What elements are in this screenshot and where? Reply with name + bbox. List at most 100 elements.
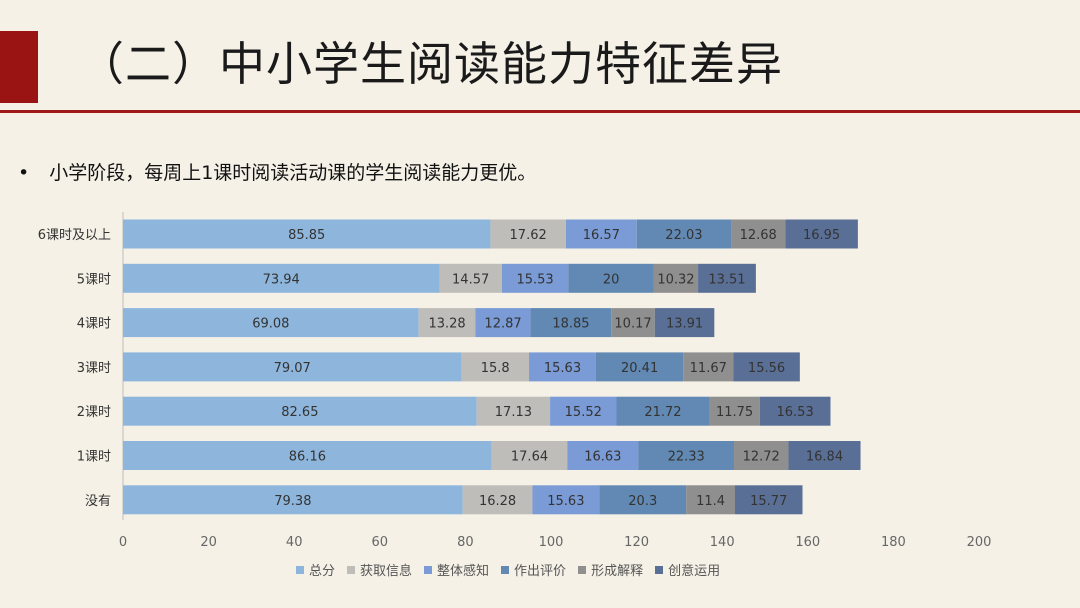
legend-item-2: 整体感知 (424, 560, 489, 579)
data-label-4-2: 15.52 (565, 405, 602, 420)
bar-segment-6-1 (462, 485, 533, 515)
bar-segment-5-0 (123, 441, 492, 470)
legend-item-5: 创意运用 (655, 560, 720, 579)
x-tick-label-5: 100 (539, 535, 564, 550)
legend-label-1: 获取信息 (360, 564, 413, 579)
bar-segment-4-5 (759, 396, 831, 426)
data-label-4-3: 21.72 (644, 405, 681, 420)
x-tick-label-0: 0 (119, 535, 127, 550)
bar-segment-0-1 (490, 219, 566, 249)
x-tick-label-3: 60 (372, 535, 389, 550)
bar-segment-1-4 (653, 263, 699, 293)
x-tick-label-1: 20 (200, 535, 217, 550)
data-label-1-2: 15.53 (516, 272, 553, 287)
x-tick-label-6: 120 (624, 535, 649, 550)
bar-segment-2-0 (123, 308, 419, 338)
legend-label-5: 创意运用 (668, 564, 721, 579)
x-tick-label-9: 180 (881, 535, 906, 550)
bar-segment-5-2 (567, 441, 639, 470)
data-label-5-1: 17.64 (511, 450, 548, 465)
category-label-6: 没有 (85, 494, 111, 509)
x-tick-label-2: 40 (286, 535, 303, 550)
bar-segment-2-1 (418, 308, 476, 338)
data-label-1-3: 20 (603, 272, 620, 287)
data-label-2-4: 10.17 (614, 317, 651, 332)
x-tick-label-4: 80 (457, 535, 474, 550)
bar-segment-3-2 (529, 352, 596, 382)
data-label-0-3: 22.03 (665, 228, 702, 243)
legend-swatch-3 (501, 565, 510, 574)
page-title: （二）中小学生阅读能力特征差异 (78, 37, 783, 91)
data-label-4-4: 11.75 (716, 405, 753, 420)
data-label-1-0: 73.94 (263, 272, 300, 287)
bar-segment-2-4 (611, 308, 655, 338)
bar-segment-6-2 (532, 485, 600, 515)
bar-segment-3-0 (123, 352, 462, 382)
bar-segment-1-5 (698, 263, 756, 293)
legend-swatch-4 (578, 565, 587, 574)
data-label-6-4: 11.4 (696, 494, 725, 509)
data-label-5-0: 86.16 (289, 450, 326, 465)
data-label-3-3: 20.41 (621, 361, 658, 376)
data-label-0-5: 16.95 (803, 228, 840, 243)
data-label-5-3: 22.33 (668, 450, 705, 465)
data-label-3-2: 15.63 (544, 361, 581, 376)
data-label-0-0: 85.85 (288, 228, 325, 243)
bar-segment-4-3 (616, 396, 710, 426)
data-label-0-4: 12.68 (740, 228, 777, 243)
category-label-1: 5课时 (77, 272, 111, 287)
category-label-3: 3课时 (77, 361, 111, 376)
legend-swatch-0 (296, 565, 304, 574)
chart-legend: 总分 获取信息 整体感知 作出评价 形成解释 创意运用 (296, 560, 720, 579)
bar-segment-1-1 (439, 263, 502, 293)
bar-segment-1-2 (501, 263, 569, 293)
bar-segment-5-4 (734, 441, 789, 470)
data-label-2-2: 12.87 (484, 317, 521, 332)
data-label-2-1: 13.28 (428, 317, 465, 332)
data-label-6-3: 20.3 (628, 494, 657, 509)
legend-item-4: 形成解释 (578, 560, 643, 579)
bar-segment-4-0 (123, 396, 477, 426)
category-label-2: 4课时 (77, 317, 111, 332)
bar-segment-4-1 (476, 396, 551, 426)
data-label-1-5: 13.51 (708, 272, 745, 287)
data-label-6-2: 15.63 (547, 494, 584, 509)
bullet-dot-icon: • (18, 162, 30, 184)
data-label-3-0: 79.07 (274, 361, 311, 376)
bar-segment-6-3 (599, 485, 687, 515)
category-label-4: 2课时 (77, 405, 111, 420)
data-label-0-2: 16.57 (583, 228, 620, 243)
legend-swatch-5 (655, 565, 664, 574)
data-label-6-1: 16.28 (479, 494, 516, 509)
data-label-5-4: 12.72 (743, 450, 780, 465)
data-label-2-3: 18.85 (552, 317, 589, 332)
data-label-1-1: 14.57 (452, 272, 489, 287)
data-label-3-1: 15.8 (481, 361, 510, 376)
data-label-5-5: 16.84 (806, 450, 843, 465)
bar-segment-6-4 (686, 485, 735, 515)
data-label-4-5: 16.53 (777, 405, 814, 420)
legend-swatch-1 (347, 565, 356, 574)
bar-segment-5-5 (788, 441, 861, 470)
bar-segment-0-0 (123, 219, 491, 249)
data-label-6-0: 79.38 (274, 494, 311, 509)
legend-label-2: 整体感知 (437, 564, 490, 579)
bar-segment-0-4 (731, 219, 786, 249)
bar-segment-1-0 (123, 263, 440, 293)
bar-segment-2-3 (530, 308, 612, 338)
bar-segment-4-4 (709, 396, 760, 426)
bar-segment-4-2 (550, 396, 617, 426)
data-label-3-5: 15.56 (748, 361, 785, 376)
title-divider (0, 110, 1080, 113)
category-label-5: 1课时 (77, 450, 111, 465)
legend-label-4: 形成解释 (591, 564, 644, 579)
legend-label-3: 作出评价 (514, 564, 567, 579)
data-label-3-4: 11.67 (690, 361, 727, 376)
legend-item-1: 获取信息 (347, 560, 412, 579)
data-label-0-1: 17.62 (510, 228, 547, 243)
bar-segment-3-4 (683, 352, 734, 382)
title-accent-block (0, 31, 38, 103)
data-label-6-5: 15.77 (750, 494, 787, 509)
data-label-2-0: 69.08 (252, 317, 289, 332)
data-label-4-1: 17.13 (495, 405, 532, 420)
